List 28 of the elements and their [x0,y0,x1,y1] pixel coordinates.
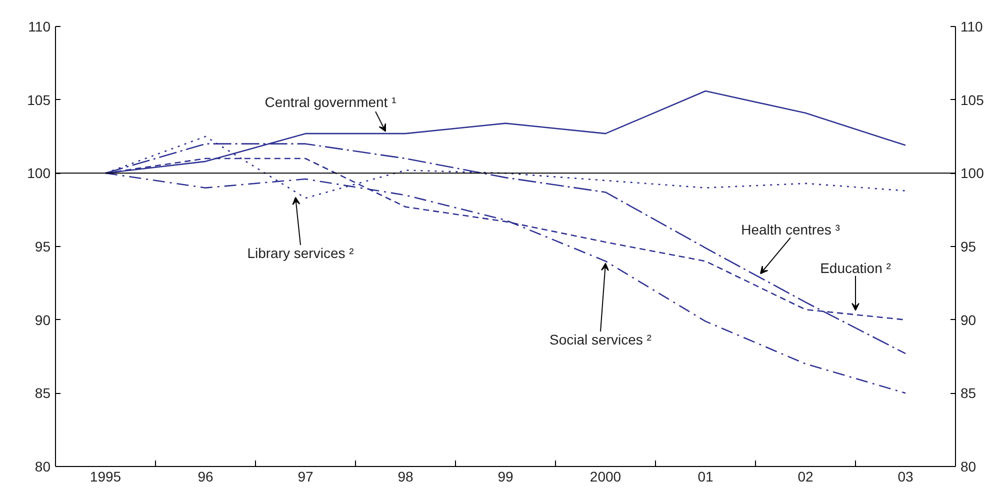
y2-tick-label: 80 [960,458,976,474]
y-tick-label: 105 [27,92,51,108]
x-tick-label: 01 [698,468,714,484]
y-tick-label: 100 [27,165,51,182]
x-tick-label: 96 [198,468,214,484]
x-tick-label: 1995 [90,468,122,484]
y-tick-label: 80 [34,458,51,474]
x-tick-label: 2000 [590,468,622,484]
y-tick-label: 85 [34,385,51,402]
y-tick-label: 110 [28,18,51,34]
x-tick-label: 03 [898,468,914,484]
y-tick-label: 95 [34,238,51,254]
y2-tick-label: 85 [960,385,976,402]
annotation: Social services ² [550,332,652,348]
y2-tick-label: 105 [960,92,984,108]
x-tick-label: 99 [498,468,514,484]
x-tick-label: 98 [398,468,414,484]
annotation: Library services ² [247,245,354,262]
annotation: Education ² [820,260,892,276]
annotation: Health centres ³ [741,222,840,238]
annotation: Central government ¹ [264,94,397,110]
y2-tick-label: 100 [960,165,984,182]
y-tick-label: 90 [34,312,51,328]
y2-tick-label: 110 [960,18,984,34]
x-tick-label: 97 [298,468,314,484]
x-tick-label: 02 [798,468,814,484]
y2-tick-label: 90 [960,312,976,328]
y2-tick-label: 95 [960,238,976,254]
